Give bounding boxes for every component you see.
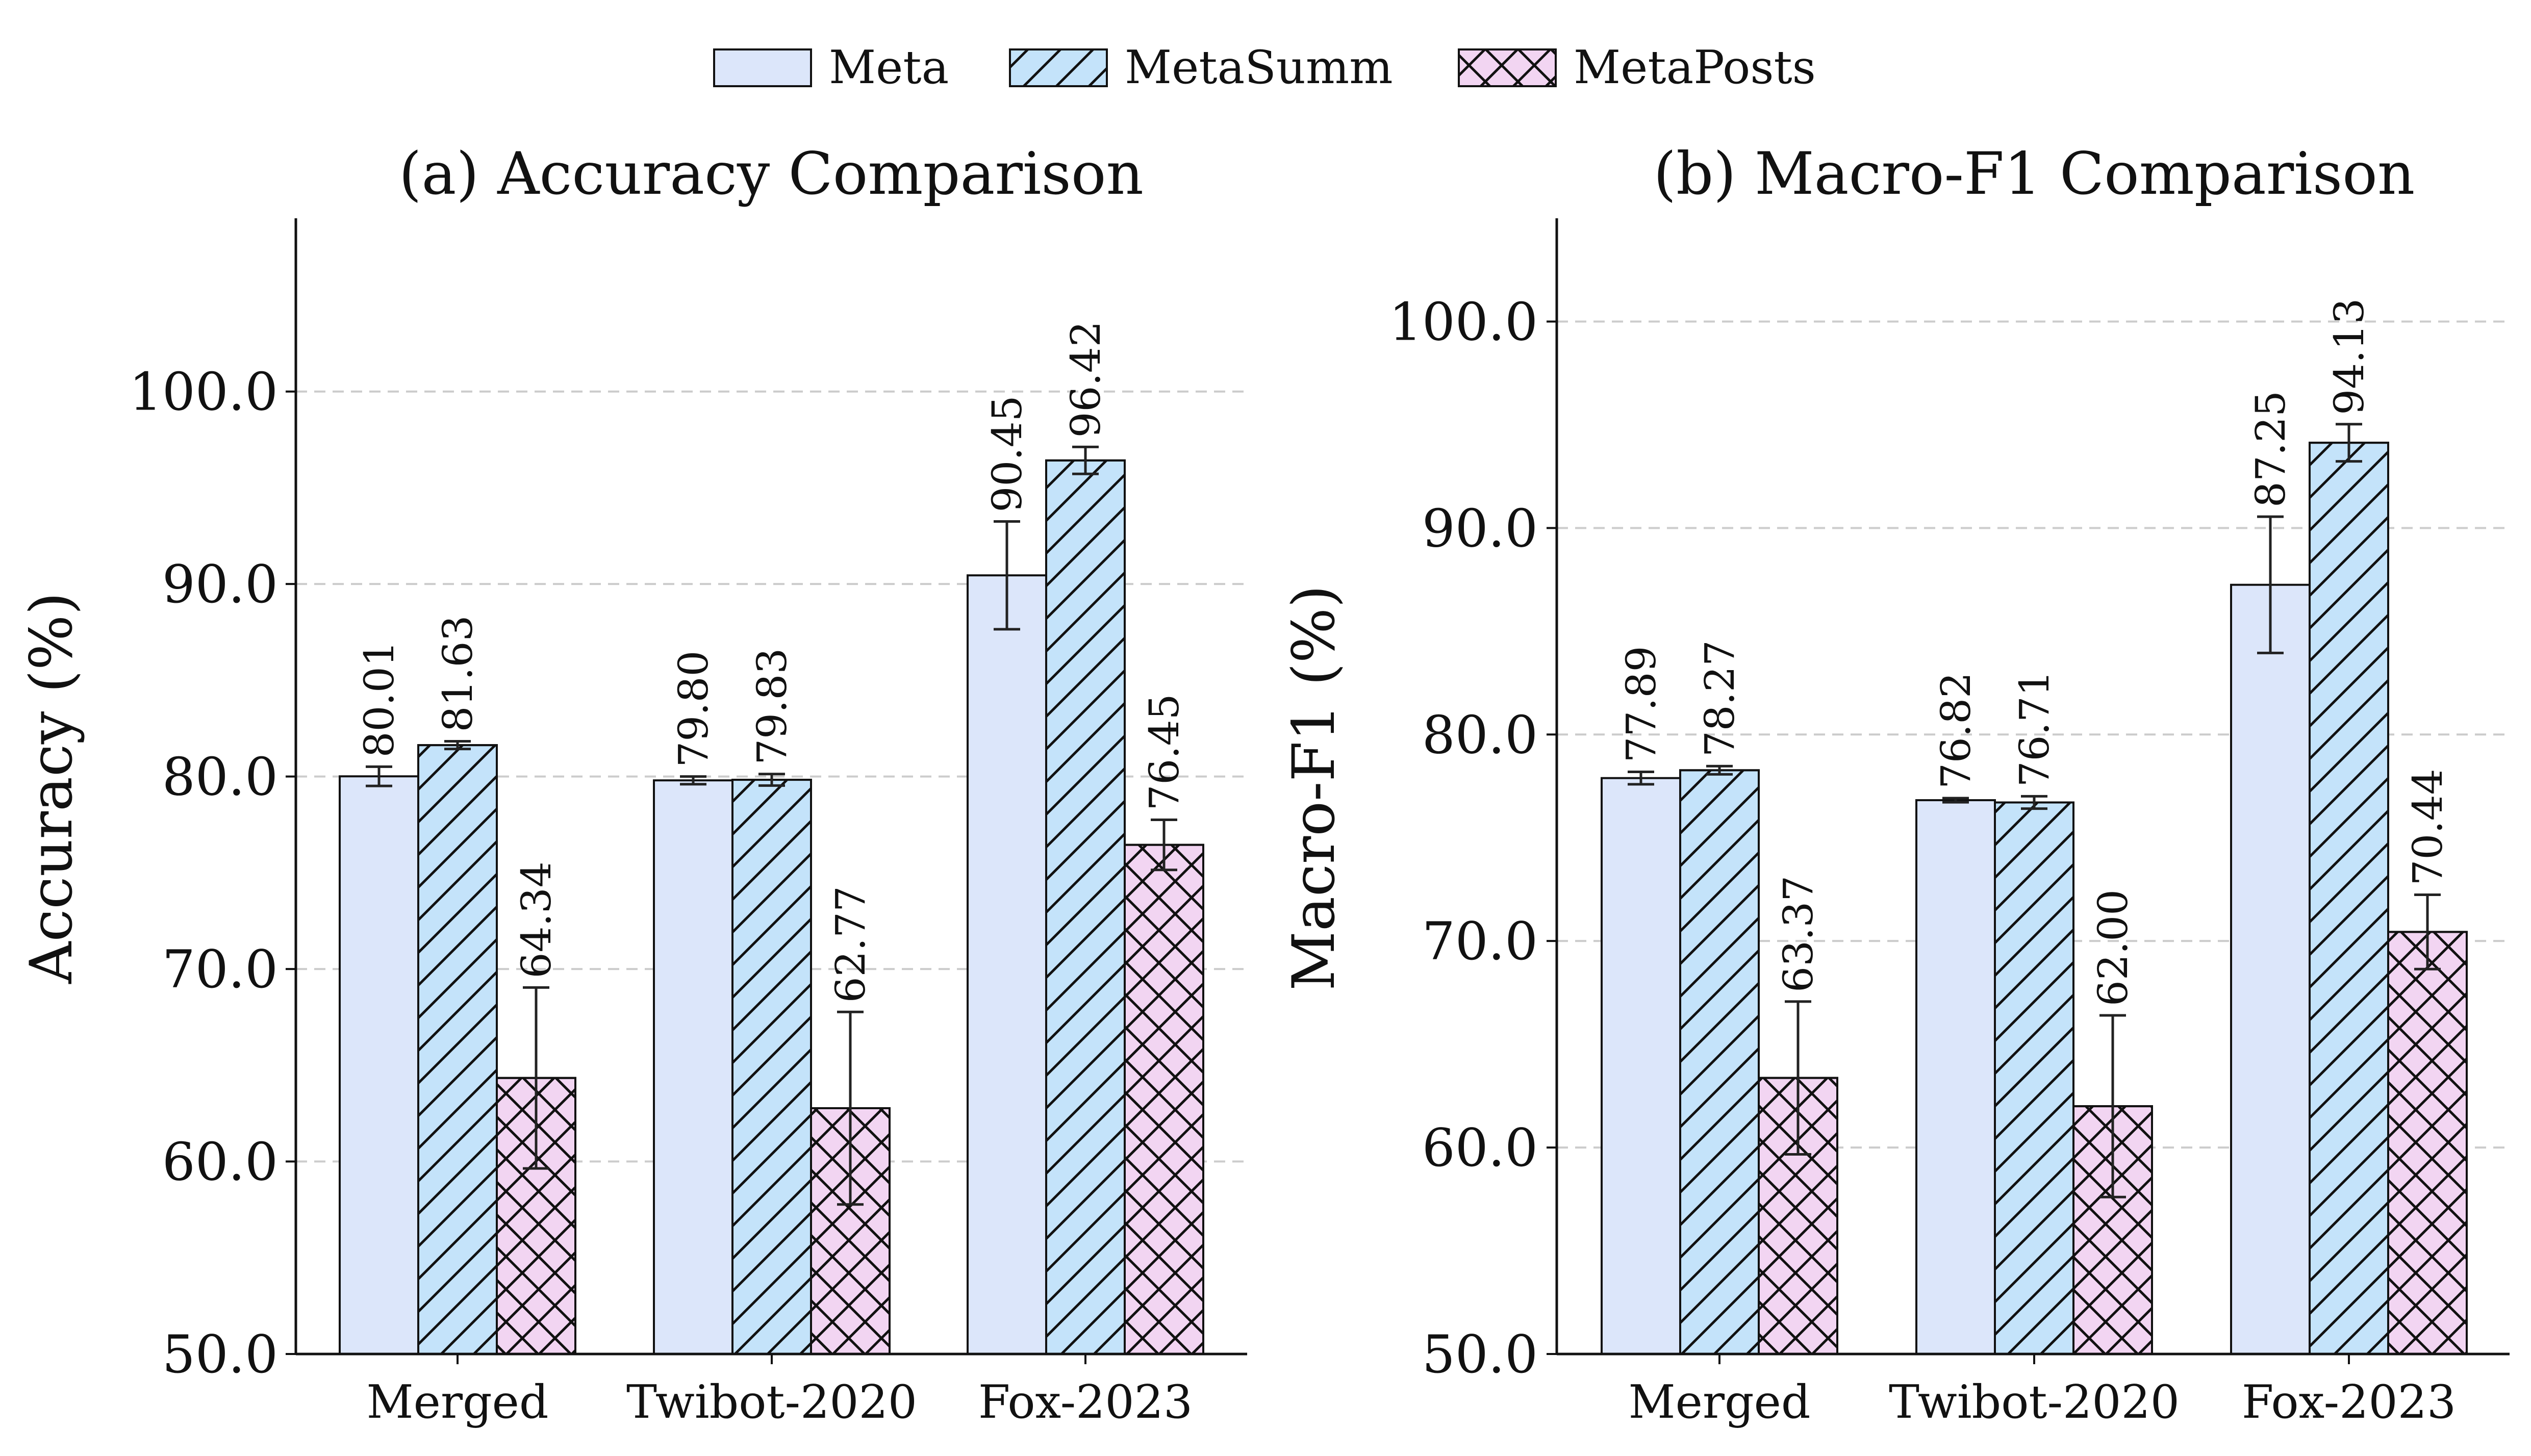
macro-f1-bar-metasumm-twibot-2020-hatch xyxy=(1994,801,2074,1355)
accuracy-bar-metasumm-merged-hatch xyxy=(417,744,498,1355)
accuracy-y-tick-label: 100.0 xyxy=(129,362,278,423)
macro-f1-y-tick-label: 50.0 xyxy=(1422,1324,1538,1385)
accuracy-data-label-meta-fox-2023: 90.45 xyxy=(983,395,1031,512)
accuracy-bar-metasumm-fox-2023-hatch xyxy=(1045,459,1126,1355)
accuracy-bar-metaposts-fox-2023-hatch xyxy=(1124,844,1204,1356)
accuracy-data-label-metasumm-fox-2023: 96.42 xyxy=(1062,321,1109,438)
macro-f1-data-label-metasumm-fox-2023: 94.13 xyxy=(2325,298,2373,415)
macro-f1-y-tick-label: 80.0 xyxy=(1422,705,1538,765)
legend-swatch-hatch-metasumm xyxy=(1009,48,1108,87)
legend-label-meta: Meta xyxy=(829,41,949,94)
accuracy-bar-metasumm-twibot-2020-hatch xyxy=(731,779,812,1355)
accuracy-data-label-meta-twibot-2020: 79.80 xyxy=(670,651,717,768)
macro-f1-y-tick-label: 90.0 xyxy=(1422,498,1538,559)
macro-f1-x-tick-label-merged: Merged xyxy=(1629,1375,1811,1429)
macro-f1-error-bar-metasumm-merged xyxy=(1706,764,1733,776)
accuracy-bar-meta-merged xyxy=(339,775,419,1355)
accuracy-data-label-meta-merged: 80.01 xyxy=(356,641,403,757)
macro-f1-error-bar-meta-twibot-2020 xyxy=(1942,797,1969,804)
accuracy-y-tick-label: 50.0 xyxy=(162,1324,278,1385)
accuracy-y-tick-label: 80.0 xyxy=(162,747,278,808)
macro-f1-data-label-meta-merged: 77.89 xyxy=(1617,646,1665,763)
accuracy-data-label-metasumm-twibot-2020: 79.83 xyxy=(748,648,796,765)
macro-f1-panel: (b) Macro-F1 Comparison Macro-F1 (%) 50.… xyxy=(1280,140,2510,1429)
legend-swatch-hatch-metaposts xyxy=(1458,48,1557,87)
legend: Meta MetaSumm MetaPosts xyxy=(713,41,1816,94)
macro-f1-error-bar-metaposts-merged xyxy=(1785,1000,1811,1156)
accuracy-data-label-metaposts-twibot-2020: 62.77 xyxy=(827,886,874,1003)
legend-item-metasumm: MetaSumm xyxy=(1009,41,1393,94)
accuracy-data-label-metasumm-merged: 81.63 xyxy=(434,616,482,732)
macro-f1-error-bar-meta-merged xyxy=(1628,771,1654,786)
macro-f1-error-bar-metaposts-fox-2023 xyxy=(2414,893,2441,970)
accuracy-plot-area: 50.0 60.0 70.0 80.0 90.0 100.0 80.01 79.80 90.45… xyxy=(129,218,1247,1429)
macro-f1-plot-area: 50.0 60.0 70.0 80.0 90.0 100.0 77.89 76.82 87.25… xyxy=(1389,218,2510,1429)
accuracy-bar-meta-twibot-2020 xyxy=(653,779,733,1355)
accuracy-error-bar-metasumm-fox-2023 xyxy=(1072,445,1099,475)
macro-f1-data-label-metaposts-merged: 63.37 xyxy=(1775,876,1822,992)
accuracy-error-bar-meta-fox-2023 xyxy=(994,520,1020,631)
macro-f1-y-tick-label: 70.0 xyxy=(1422,911,1538,972)
macro-f1-bar-metaposts-fox-2023-hatch xyxy=(2387,931,2468,1355)
accuracy-x-tick-label-merged: Merged xyxy=(367,1375,549,1429)
macro-f1-y-axis-label: Macro-F1 (%) xyxy=(1280,585,1348,990)
accuracy-bar-meta-fox-2023 xyxy=(967,574,1047,1355)
accuracy-panel: (a) Accuracy Comparison Accuracy (%) 50.… xyxy=(17,140,1247,1429)
legend-swatch-meta xyxy=(713,48,812,87)
accuracy-y-axis-label: Accuracy (%) xyxy=(17,592,85,984)
accuracy-error-bar-meta-twibot-2020 xyxy=(680,775,706,786)
accuracy-data-label-metaposts-fox-2023: 76.45 xyxy=(1141,694,1188,811)
macro-f1-bar-metasumm-merged-hatch xyxy=(1679,769,1760,1355)
macro-f1-x-tick-label-fox-2023: Fox-2023 xyxy=(2242,1375,2456,1429)
macro-f1-error-bar-meta-fox-2023 xyxy=(2257,515,2284,654)
legend-item-metaposts: MetaPosts xyxy=(1458,41,1816,94)
legend-label-metaposts: MetaPosts xyxy=(1574,41,1816,94)
accuracy-error-bar-metaposts-twibot-2020 xyxy=(837,1010,864,1206)
accuracy-error-bar-metaposts-merged xyxy=(523,986,549,1170)
accuracy-y-tick-label: 60.0 xyxy=(162,1132,278,1193)
macro-f1-bar-meta-merged xyxy=(1601,777,1681,1355)
macro-f1-x-tick-label-twibot-2020: Twibot-2020 xyxy=(1889,1375,2180,1429)
macro-f1-panel-title: (b) Macro-F1 Comparison xyxy=(1654,140,2415,208)
macro-f1-bar-metasumm-fox-2023-hatch xyxy=(2309,442,2389,1355)
macro-f1-data-label-meta-fox-2023: 87.25 xyxy=(2247,391,2294,507)
macro-f1-data-label-metasumm-twibot-2020: 76.71 xyxy=(2011,670,2058,787)
accuracy-y-tick-label: 90.0 xyxy=(162,554,278,615)
accuracy-error-bar-metasumm-merged xyxy=(444,740,471,751)
accuracy-x-tick-label-fox-2023: Fox-2023 xyxy=(978,1375,1193,1429)
accuracy-panel-title: (a) Accuracy Comparison xyxy=(399,140,1144,208)
accuracy-error-bar-meta-merged xyxy=(366,765,392,787)
legend-item-meta: Meta xyxy=(713,41,949,94)
accuracy-x-tick-label-twibot-2020: Twibot-2020 xyxy=(626,1375,917,1429)
macro-f1-error-bar-metasumm-twibot-2020 xyxy=(2021,795,2047,810)
macro-f1-data-label-metaposts-fox-2023: 70.44 xyxy=(2404,769,2451,885)
macro-f1-error-bar-metaposts-twibot-2020 xyxy=(2099,1014,2126,1198)
macro-f1-data-label-metaposts-twibot-2020: 62.00 xyxy=(2089,889,2137,1006)
accuracy-error-bar-metaposts-fox-2023 xyxy=(1151,819,1177,872)
macro-f1-error-bar-metasumm-fox-2023 xyxy=(2336,423,2362,463)
legend-label-metasumm: MetaSumm xyxy=(1125,41,1393,94)
macro-f1-y-tick-label: 60.0 xyxy=(1422,1118,1538,1179)
macro-f1-y-tick-label: 100.0 xyxy=(1389,292,1538,352)
accuracy-data-label-metaposts-merged: 64.34 xyxy=(513,861,560,978)
macro-f1-data-label-meta-twibot-2020: 76.82 xyxy=(1932,672,1980,789)
macro-f1-data-label-metasumm-merged: 78.27 xyxy=(1696,640,1743,757)
macro-f1-bar-meta-fox-2023 xyxy=(2230,583,2311,1355)
macro-f1-bar-meta-twibot-2020 xyxy=(1915,799,1996,1355)
accuracy-error-bar-metasumm-twibot-2020 xyxy=(758,773,785,787)
accuracy-y-tick-label: 70.0 xyxy=(162,939,278,1000)
